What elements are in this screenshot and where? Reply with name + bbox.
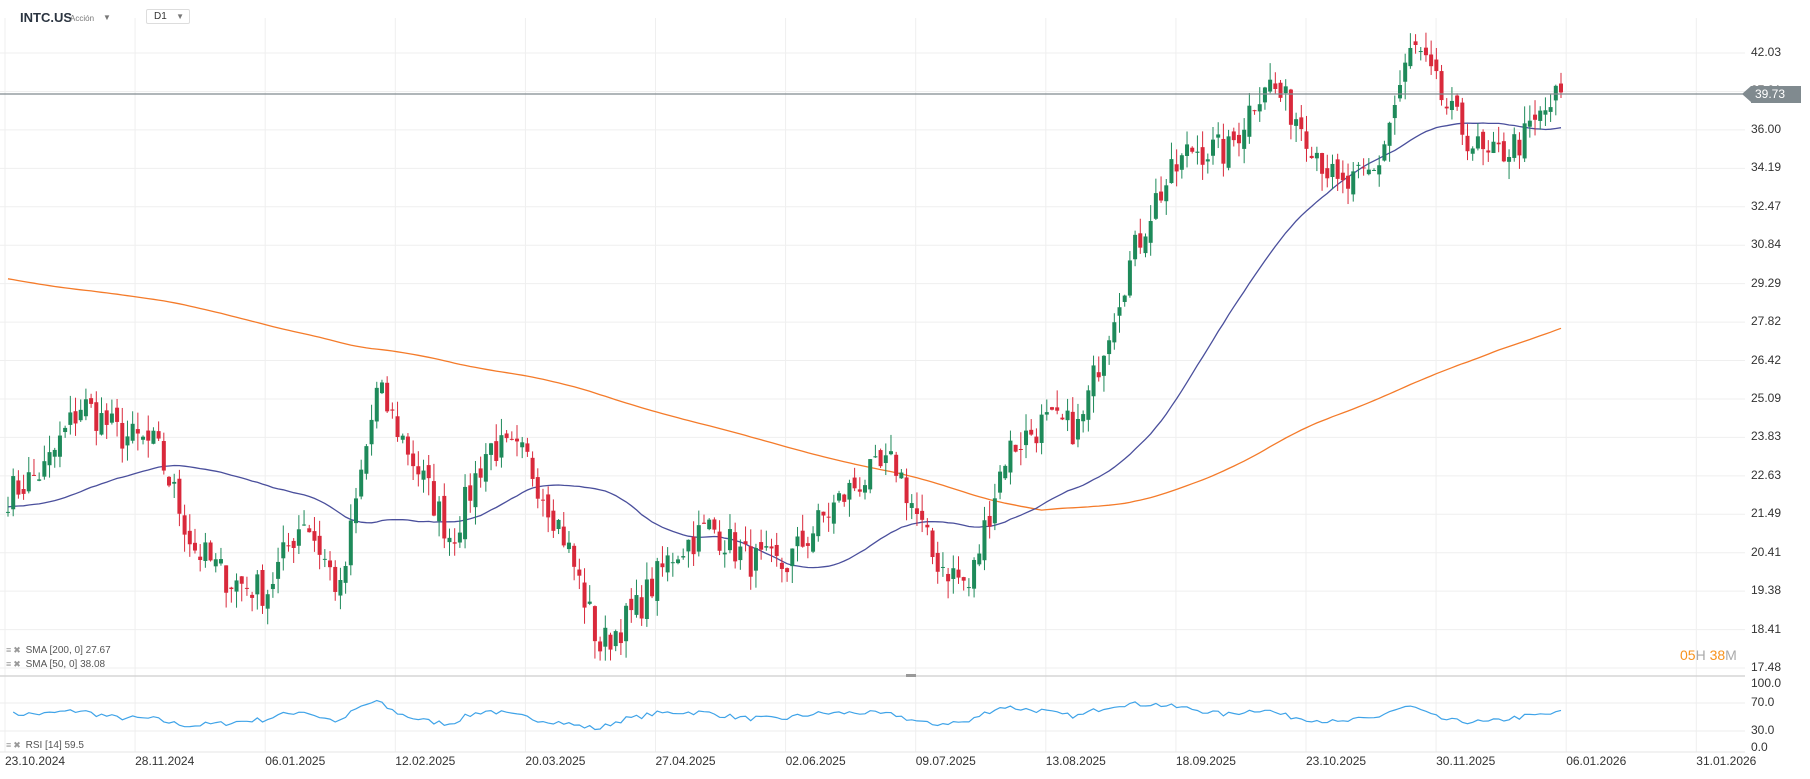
price-axis-label: 19.38 [1751,583,1782,598]
time-axis-label: 31.01.2026 [1696,754,1757,768]
close-icon[interactable]: ✖ [13,740,21,750]
price-axis-label: 21.49 [1751,506,1782,521]
rsi-axis-label: 0.0 [1751,740,1768,754]
price-axis-label: 17.48 [1751,660,1782,674]
rsi-axis-label: 70.0 [1751,695,1775,709]
sma200-label: SMA [200, 0] 27.67 [25,645,111,656]
time-axis-label: 18.09.2025 [1175,754,1236,768]
price-axis-label: 32.47 [1751,198,1782,213]
price-axis-label: 36.00 [1751,121,1782,136]
rsi-axis-label: 100.0 [1751,676,1782,690]
countdown-hours: 05 [1680,647,1696,663]
time-axis-label: 28.11.2024 [135,754,195,768]
close-icon[interactable]: ✖ [13,659,21,669]
menu-icon[interactable]: ≡ [6,659,12,669]
candles [6,32,1563,661]
menu-icon[interactable]: ≡ [6,740,12,750]
candle-countdown: 05H 38M [1680,647,1737,663]
time-axis-label: 06.01.2026 [1566,754,1627,768]
legend-sma200: ≡ ✖ SMA [200, 0] 27.67 [6,645,111,656]
price-axis-label: 34.19 [1751,160,1782,175]
price-axis-label: 18.41 [1751,621,1782,636]
price-axis-label: 29.29 [1751,275,1782,290]
countdown-minutes: 38 [1709,647,1726,663]
price-axis-label: 42.03 [1751,45,1782,59]
price-axis-label: 30.84 [1751,237,1782,252]
time-axis-label: 06.01.2025 [265,754,326,768]
legend-rsi: ≡ ✖ RSI [14] 59.5 [6,740,84,751]
legend-sma50: ≡ ✖ SMA [50, 0] 38.08 [6,659,105,670]
price-axis-label: 25.09 [1751,390,1782,405]
price-axis-label: 27.82 [1751,314,1782,329]
rsi-axis-label: 30.0 [1751,723,1775,737]
price-axis-label: 26.42 [1751,352,1782,367]
time-axis-label: 02.06.2025 [785,754,846,768]
minutes-unit: M [1725,647,1737,663]
time-axis-label: 30.11.2025 [1436,754,1496,768]
instrument-type-label[interactable]: Acción [70,14,95,23]
chevron-down-icon: ▼ [176,12,184,21]
symbol-label[interactable]: INTC.US [20,10,72,25]
close-icon[interactable]: ✖ [13,645,21,655]
time-axis-label: 12.02.2025 [395,754,456,768]
time-axis-label: 20.03.2025 [525,754,586,768]
symbol-dropdown-icon[interactable]: ▼ [103,13,111,22]
time-axis-label: 13.08.2025 [1045,754,1106,768]
rsi-label: RSI [14] 59.5 [25,740,84,751]
price-axis-label: 20.41 [1751,544,1782,559]
current-price-tag: 39.73 [1742,86,1801,103]
timeframe-select[interactable]: D1 ▼ [146,9,190,24]
time-axis-label: 27.04.2025 [655,754,716,768]
price-axis-label: 22.63 [1751,467,1782,482]
time-axis-label: 23.10.2024 [5,754,66,768]
time-axis-label: 23.10.2025 [1306,754,1367,768]
sma50-label: SMA [50, 0] 38.08 [25,659,106,670]
timeframe-value: D1 [154,11,167,22]
price-axis-label: 23.83 [1751,429,1782,444]
menu-icon[interactable]: ≡ [6,645,12,655]
hours-unit: H [1695,647,1706,663]
time-axis-label: 09.07.2025 [915,754,976,768]
chart-header: INTC.US Acción ▼ D1 ▼ [0,0,1810,25]
